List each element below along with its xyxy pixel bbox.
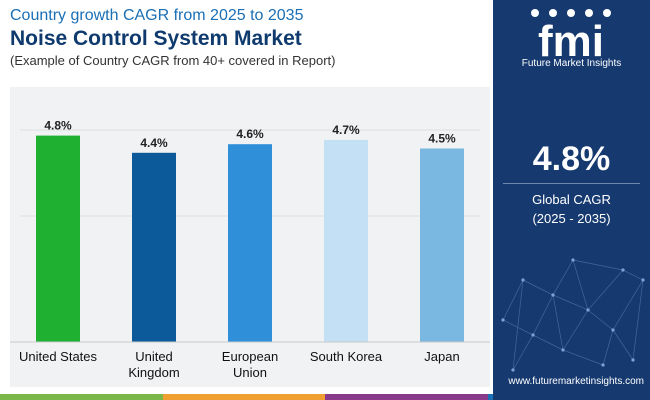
bar-chart: 4.8% 4.4% 4.6% 4.7% 4.5% — [10, 119, 490, 343]
category-label-line: European — [221, 349, 279, 364]
chart-subtitle: (Example of Country CAGR from 40+ covere… — [10, 53, 336, 68]
category-label-line: United — [135, 349, 173, 364]
strip-segment — [0, 394, 163, 400]
strip-segment — [162, 394, 325, 400]
category-label-line: South Korea — [309, 349, 383, 364]
brand-name: Future Market Insights — [521, 58, 622, 69]
category-label-line: Japan — [424, 349, 460, 364]
bar-south-korea — [324, 139, 368, 342]
category-label-line: Union — [233, 365, 267, 380]
global-cagr-value: 4.8% — [532, 140, 611, 178]
bar-value-label: 4.6% — [236, 127, 264, 141]
category-label: United States — [8, 349, 108, 365]
category-label-line: Kingdom — [128, 365, 180, 380]
bar-value-label: 4.5% — [428, 132, 456, 146]
bar-value-label: 4.7% — [332, 123, 360, 137]
category-label: Japan — [392, 349, 492, 365]
chart-kicker: Country growth CAGR from 2025 to 2035 — [10, 7, 304, 24]
global-cagr-label-text: Global CAGR — [532, 192, 611, 207]
chart-panel: 4.8% 4.4% 4.6% 4.7% 4.5% United States United… — [10, 87, 490, 387]
sidebar: fmi Future Market Insights 4.8% Global C… — [493, 0, 650, 400]
network-decoration-icon — [501, 258, 645, 372]
category-label: South Korea — [296, 349, 396, 365]
bar-value-label: 4.4% — [140, 136, 168, 150]
chart-title: Noise Control System Market — [10, 27, 302, 50]
bar-united-kingdom — [132, 152, 176, 342]
global-cagr-label: Global CAGR (2025 - 2035) — [493, 190, 650, 228]
website-link[interactable]: www.futuremarketinsights.com — [508, 376, 644, 387]
global-cagr-period: (2025 - 2035) — [532, 211, 611, 226]
brand-short: fmi — [538, 17, 604, 66]
bar-united-states — [36, 135, 80, 342]
strip-segment — [325, 394, 488, 400]
divider — [503, 183, 640, 184]
bar-european-union — [228, 144, 272, 342]
header: Country growth CAGR from 2025 to 2035 No… — [10, 6, 490, 70]
bar-value-label: 4.8% — [44, 119, 72, 133]
category-label: European Union — [200, 349, 300, 381]
bar-japan — [420, 148, 464, 342]
category-label: United Kingdom — [104, 349, 204, 381]
category-label-line: United States — [18, 349, 98, 364]
fmi-logo-icon: fmi — [531, 9, 611, 66]
